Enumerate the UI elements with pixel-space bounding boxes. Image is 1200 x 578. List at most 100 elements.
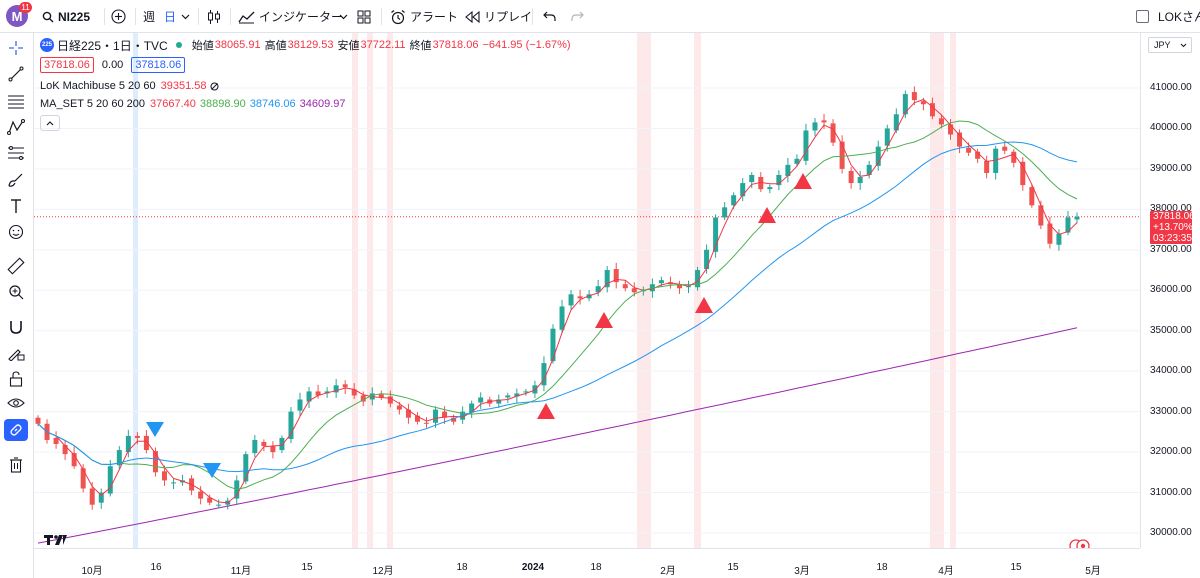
- emoji-tool[interactable]: [4, 221, 28, 243]
- indicators-dropdown[interactable]: [339, 0, 348, 33]
- crosshair-tool[interactable]: [4, 37, 28, 59]
- notification-badge: 11: [19, 2, 32, 13]
- candle-body: [785, 164, 791, 176]
- ruler-tool[interactable]: [4, 255, 28, 277]
- lock-tool[interactable]: [4, 368, 28, 390]
- legend-indicator-1[interactable]: LoK Machibuse 5 20 60 39351.58: [40, 77, 575, 95]
- trash-tool[interactable]: [4, 454, 28, 476]
- replay-button[interactable]: リプレイ: [465, 0, 532, 33]
- time-tick-label: 3月: [794, 566, 810, 577]
- chart-type-button[interactable]: [207, 0, 221, 33]
- lock-draw-tool[interactable]: [4, 342, 28, 364]
- candle-body: [35, 417, 41, 424]
- lock-icon: [9, 371, 23, 387]
- price-chart[interactable]: [34, 33, 1140, 548]
- buy-button[interactable]: 37818.06: [131, 57, 186, 73]
- candle-body: [171, 482, 177, 484]
- hidden-values-icon[interactable]: [210, 82, 219, 91]
- link-tool[interactable]: [4, 419, 28, 441]
- candle: [794, 154, 800, 167]
- candle-body: [1002, 146, 1008, 151]
- market-status-icon[interactable]: [175, 42, 182, 48]
- candle: [125, 429, 131, 458]
- candle-body: [993, 148, 999, 173]
- candle-body: [559, 306, 565, 330]
- open-label: 始値: [191, 40, 214, 52]
- legend-indicator-2[interactable]: MA_SET 5 20 60 200 37667.40 38898.90 387…: [40, 95, 575, 113]
- sell-button[interactable]: 37818.06: [40, 57, 94, 73]
- candle-body: [920, 101, 926, 105]
- undo-button[interactable]: [543, 0, 556, 33]
- indicators-button[interactable]: インジケーター: [238, 0, 343, 33]
- candle-body: [53, 437, 59, 444]
- fib-tool[interactable]: [4, 142, 28, 164]
- user-checkbox[interactable]: [1136, 10, 1149, 23]
- candle-body: [957, 132, 963, 147]
- interval-week-button[interactable]: 週: [143, 10, 156, 24]
- candle-body: [948, 124, 954, 135]
- candle: [469, 400, 475, 418]
- buy-signal-marker: [758, 207, 776, 223]
- candle-body: [62, 445, 68, 455]
- candle: [749, 172, 755, 189]
- candle: [604, 266, 610, 293]
- candle: [116, 446, 122, 470]
- price-tick-label: 36000.00: [1150, 284, 1192, 296]
- time-axis[interactable]: [34, 548, 1140, 578]
- candle: [975, 148, 981, 164]
- candle-body: [98, 492, 104, 503]
- candle: [297, 392, 303, 416]
- lock-draw-icon: [8, 349, 25, 361]
- magnet-tool[interactable]: [4, 316, 28, 338]
- change-value: −641.95 (−1.67%): [482, 39, 571, 51]
- zoom-in-tool[interactable]: [4, 281, 28, 303]
- time-tick-label: 15: [1010, 562, 1022, 573]
- candle-body: [1020, 161, 1026, 186]
- time-tick-label: 15: [727, 562, 739, 573]
- candle: [306, 386, 312, 408]
- tradingview-logo-icon[interactable]: [44, 534, 68, 546]
- user-name-label: LOKさん: [1158, 10, 1200, 24]
- emoji-icon: [8, 224, 24, 240]
- candle: [523, 388, 529, 396]
- candle: [1020, 157, 1026, 191]
- candle-body: [71, 453, 77, 467]
- candle: [152, 447, 158, 477]
- divider: [135, 8, 136, 25]
- symbol-search-button[interactable]: NI225: [42, 0, 90, 33]
- visibility-tool[interactable]: [4, 392, 28, 414]
- ma200-line: [37, 327, 1078, 544]
- text-tool[interactable]: [4, 195, 28, 217]
- candles: [35, 86, 1080, 510]
- alert-button[interactable]: アラート: [390, 0, 458, 33]
- candle: [80, 464, 86, 493]
- candle-body: [812, 122, 818, 131]
- price-tick-label: 32000.00: [1150, 446, 1192, 458]
- trash-icon: [10, 457, 22, 473]
- indicator-2-value-ma60: 38746.06: [249, 98, 296, 110]
- symbol-title[interactable]: 日経225・1日・TVC: [57, 38, 168, 53]
- compare-button[interactable]: [111, 0, 126, 33]
- time-tick-label: 18: [456, 562, 468, 573]
- candle: [550, 324, 556, 364]
- horizontal-lines-tool[interactable]: [4, 90, 28, 112]
- pattern-tool[interactable]: [4, 116, 28, 138]
- brush-tool[interactable]: [4, 169, 28, 191]
- trend-line-tool[interactable]: [4, 63, 28, 85]
- candle: [938, 115, 944, 129]
- layout-button[interactable]: [357, 0, 371, 33]
- candle: [423, 417, 429, 428]
- candle-body: [496, 399, 502, 404]
- candle: [387, 390, 393, 408]
- candle-body: [387, 396, 393, 404]
- legend-collapse-button[interactable]: [40, 115, 60, 131]
- interval-dropdown[interactable]: [181, 0, 190, 33]
- trend-line-icon: [8, 66, 24, 82]
- candle-body: [938, 118, 944, 125]
- candle-body: [803, 130, 809, 161]
- candle: [613, 262, 619, 289]
- currency-selector[interactable]: JPY: [1148, 37, 1192, 53]
- price-axis[interactable]: [1140, 33, 1200, 548]
- redo-button[interactable]: [571, 0, 584, 33]
- interval-day-button[interactable]: 日: [164, 10, 177, 24]
